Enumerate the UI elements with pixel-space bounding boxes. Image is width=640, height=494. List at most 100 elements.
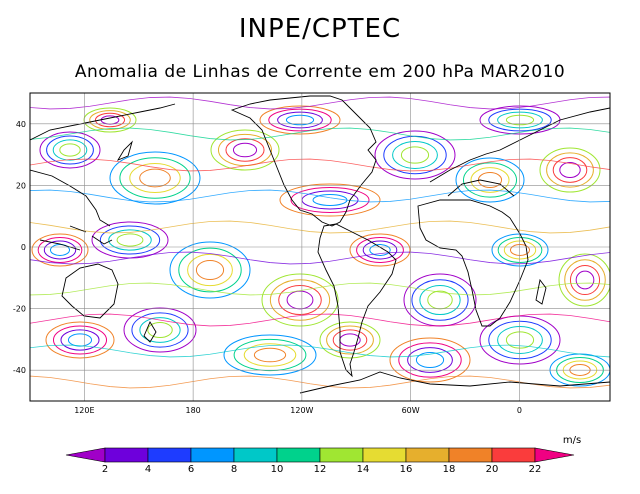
streamline — [83, 107, 137, 133]
streamline — [131, 312, 189, 348]
streamline — [319, 321, 381, 359]
colorbar-segment — [104, 447, 149, 463]
streamline — [60, 329, 100, 351]
streamline — [30, 96, 610, 110]
streamline — [285, 114, 315, 126]
colorbar-unit: m/s — [563, 435, 581, 446]
streamline — [187, 253, 233, 287]
streamline — [407, 347, 453, 373]
streamline — [539, 147, 601, 193]
streamline — [253, 347, 287, 363]
colorbar-segment — [319, 447, 364, 463]
colorbar-label: 18 — [443, 464, 456, 475]
streamline — [268, 108, 332, 132]
coastline-australia — [61, 263, 119, 319]
streamline — [356, 237, 404, 263]
streamline — [558, 253, 610, 307]
streamline — [569, 264, 601, 296]
lat-tick-label: 20 — [16, 181, 26, 190]
streamline — [332, 329, 368, 351]
lon-tick-label: 60W — [402, 406, 420, 415]
longitude-tick-labels: 120E 180 120W 60W 0 — [74, 406, 522, 415]
streamline — [45, 321, 115, 359]
streamline — [269, 279, 331, 321]
streamline — [559, 162, 581, 178]
streamline — [369, 244, 391, 256]
colorbar-labels: 2 4 6 8 10 12 14 16 18 20 22 — [102, 464, 542, 475]
streamline — [389, 337, 471, 383]
colorbar-label: 2 — [102, 464, 108, 475]
coastline-north-america — [230, 95, 377, 227]
streamline — [497, 111, 543, 129]
streamline — [362, 240, 398, 260]
colorbar-segment — [147, 447, 192, 463]
streamline — [243, 343, 297, 367]
streamline — [52, 325, 108, 355]
colorbar-segment — [65, 447, 106, 463]
coastline-layer — [30, 95, 610, 394]
lon-tick-label: 0 — [517, 406, 522, 415]
streamline — [30, 189, 610, 203]
streamline — [290, 187, 370, 213]
streamline — [279, 183, 381, 217]
streamline — [470, 167, 510, 193]
colorbar-segment — [276, 447, 321, 463]
streamline — [43, 240, 77, 260]
streamline — [37, 237, 83, 263]
streamline — [39, 131, 101, 169]
streamline — [233, 338, 307, 372]
streamline — [488, 320, 552, 360]
streamline — [552, 157, 588, 183]
streamline — [374, 130, 456, 180]
coastline-africa — [417, 199, 529, 327]
streamline — [411, 279, 469, 321]
colorbar-label: 10 — [271, 464, 284, 475]
streamline — [119, 157, 191, 199]
lat-tick-label: -20 — [13, 305, 26, 314]
streamline — [232, 142, 258, 158]
colorbar-segment — [233, 447, 278, 463]
streamline — [278, 284, 322, 316]
colorbar-label: 4 — [145, 464, 151, 475]
lat-tick-label: 0 — [21, 243, 26, 252]
lon-tick-label: 120E — [74, 406, 94, 415]
streamline — [89, 110, 131, 130]
lat-tick-label: -40 — [13, 366, 26, 375]
colorbar-segment — [448, 447, 493, 463]
streamline — [178, 247, 242, 293]
colorbar-segment — [362, 447, 407, 463]
streamline — [210, 129, 280, 171]
map-frame — [29, 92, 611, 402]
coastline-japan — [116, 140, 133, 161]
streamline — [59, 143, 81, 157]
streamline — [505, 331, 535, 349]
graticule — [30, 93, 610, 401]
colorbar-label: 8 — [231, 464, 237, 475]
lon-tick-label: 180 — [185, 406, 200, 415]
streamline — [497, 237, 543, 263]
colorbar — [65, 447, 575, 463]
streamline — [46, 135, 94, 165]
streamline — [462, 162, 518, 198]
colorbar-label: 12 — [314, 464, 327, 475]
map-subtitle: Anomalia de Linhas de Corrente em 200 hP… — [74, 62, 566, 82]
colorbar-segment — [405, 447, 450, 463]
streamline — [546, 152, 594, 188]
streamline — [195, 259, 225, 281]
streamline — [261, 273, 339, 327]
streamline — [129, 162, 181, 194]
streamline — [30, 220, 610, 234]
streamline — [30, 344, 610, 358]
streamline — [169, 241, 251, 299]
streamline — [139, 317, 181, 343]
streamline — [139, 168, 171, 188]
streamline — [455, 157, 525, 203]
colorbar-label: 14 — [357, 464, 370, 475]
streamline — [147, 322, 173, 338]
streamline — [392, 141, 438, 169]
streamline — [505, 114, 535, 126]
coastline-eurasia — [429, 107, 610, 197]
latitude-tick-labels: 40 20 0 -20 -40 — [13, 120, 26, 375]
streamline — [326, 325, 374, 355]
